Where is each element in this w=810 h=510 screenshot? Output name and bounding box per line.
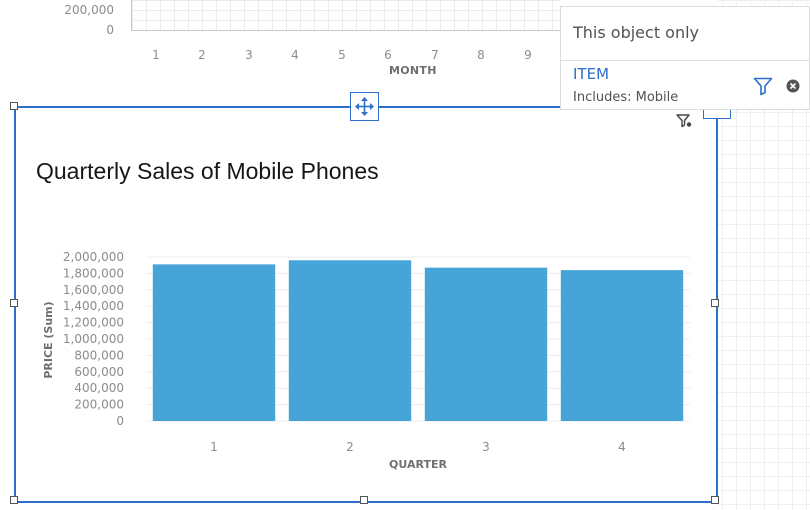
monthly-y-tick: 0 [106, 23, 114, 37]
bars [152, 260, 684, 421]
y-tick-label: 0 [116, 414, 124, 428]
monthly-x-tick: 4 [291, 48, 299, 62]
monthly-y-tick: 200,000 [64, 3, 114, 17]
y-tick-label: 800,000 [74, 348, 124, 362]
monthly-x-tick: 3 [245, 48, 253, 62]
x-tick-label: 1 [210, 440, 218, 454]
popover-title: This object only [573, 23, 700, 42]
monthly-x-tick: 1 [152, 48, 160, 62]
x-tick-labels: 1 2 3 4 [210, 440, 626, 454]
filter-item-description: Includes: Mobile [573, 90, 679, 105]
y-tick-label: 1,600,000 [63, 283, 124, 297]
popover-header: This object only [561, 7, 809, 61]
y-tick-label: 400,000 [74, 381, 124, 395]
move-handle[interactable] [350, 92, 379, 121]
monthly-chart-x-axis [131, 30, 560, 31]
visualization-title: Quarterly Sales of Mobile Phones [36, 158, 379, 184]
close-circle-icon[interactable] [786, 79, 800, 93]
resize-handle-bottom[interactable] [360, 496, 368, 504]
monthly-x-tick: 5 [338, 48, 346, 62]
filter-popover[interactable]: This object only ITEM Includes: Mobile [560, 6, 810, 110]
resize-handle-right[interactable] [711, 299, 719, 307]
y-tick-label: 600,000 [74, 365, 124, 379]
monthly-x-tick: 6 [384, 48, 392, 62]
monthly-x-tick: 9 [524, 48, 532, 62]
monthly-x-tick: 2 [198, 48, 206, 62]
x-axis-title: QUARTER [389, 458, 447, 471]
resize-handle-left[interactable] [10, 299, 18, 307]
y-axis-title: PRICE (Sum) [42, 301, 55, 378]
monthly-chart[interactable]: 200,000 0 1 2 3 4 5 6 7 8 9 MONTH [0, 0, 560, 95]
monthly-x-tick: 8 [477, 48, 485, 62]
filter-icon[interactable] [675, 112, 693, 130]
bar-quarter-3[interactable] [424, 267, 548, 421]
y-tick-label: 1,400,000 [63, 299, 124, 313]
move-arrows-icon [355, 97, 374, 116]
resize-handle-bottom-right[interactable] [711, 496, 719, 504]
y-tick-label: 2,000,000 [63, 250, 124, 264]
y-tick-label: 200,000 [74, 398, 124, 412]
x-tick-label: 4 [618, 440, 626, 454]
bar-quarter-1[interactable] [152, 264, 276, 421]
monthly-x-tick: 7 [431, 48, 439, 62]
bar-quarter-4[interactable] [560, 270, 684, 421]
resize-handle-bottom-left[interactable] [10, 496, 18, 504]
monthly-x-axis-title: MONTH [389, 64, 437, 77]
y-tick-label: 1,200,000 [63, 316, 124, 330]
x-tick-label: 2 [346, 440, 354, 454]
monthly-chart-y-axis [131, 0, 132, 31]
monthly-chart-plot [132, 0, 560, 30]
filter-icon[interactable] [752, 75, 774, 97]
filter-item-name[interactable]: ITEM [573, 65, 610, 83]
bar-quarter-2[interactable] [288, 260, 412, 421]
y-tick-labels: 0 200,000 400,000 600,000 800,000 1,000,000 1,… [63, 250, 124, 428]
x-tick-label: 3 [482, 440, 490, 454]
resize-handle-top-left[interactable] [10, 102, 18, 110]
y-tick-label: 1,000,000 [63, 332, 124, 346]
y-tick-label: 1,800,000 [63, 266, 124, 280]
